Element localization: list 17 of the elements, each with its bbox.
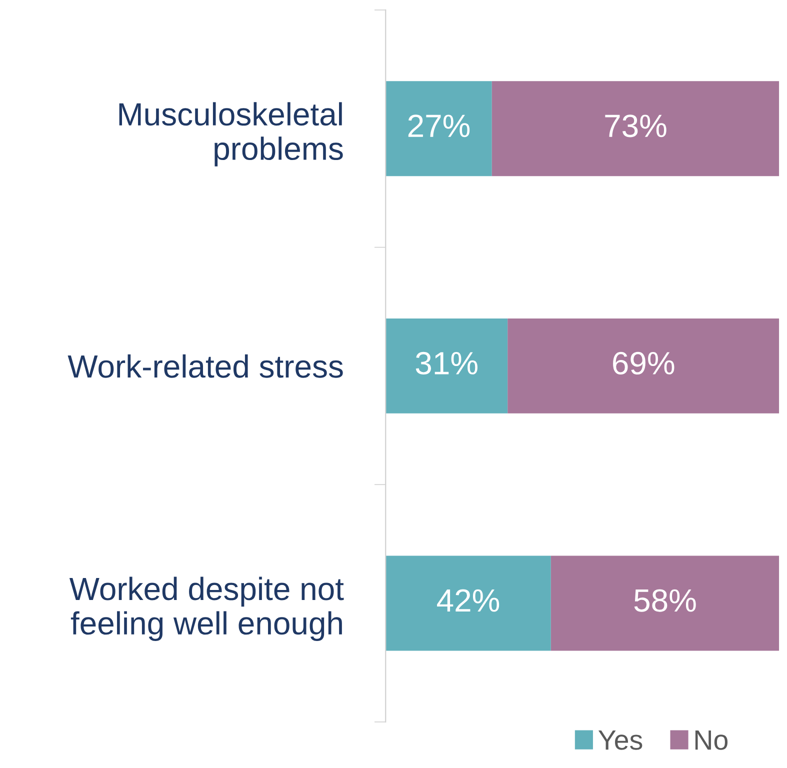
bar (492, 81, 780, 176)
data-label: 31% (416, 352, 478, 375)
data-label: 69% (613, 352, 674, 375)
bar (508, 318, 780, 414)
bar (386, 556, 551, 651)
data-label: 42% (437, 589, 500, 612)
data-label: 27% (408, 114, 470, 138)
legend-label: Yes (598, 730, 642, 750)
legend-label: No (695, 730, 728, 750)
data-label: 58% (634, 589, 696, 612)
bar (386, 318, 508, 414)
bar (386, 81, 492, 176)
data-label: 73% (605, 114, 666, 138)
y-tick-label: Worked despite not feeling well enough (69, 576, 344, 641)
y-tick-label: Musculoskeletal problems (119, 102, 343, 166)
bar (550, 556, 780, 651)
y-tick-label: Work-related stress (68, 354, 343, 378)
